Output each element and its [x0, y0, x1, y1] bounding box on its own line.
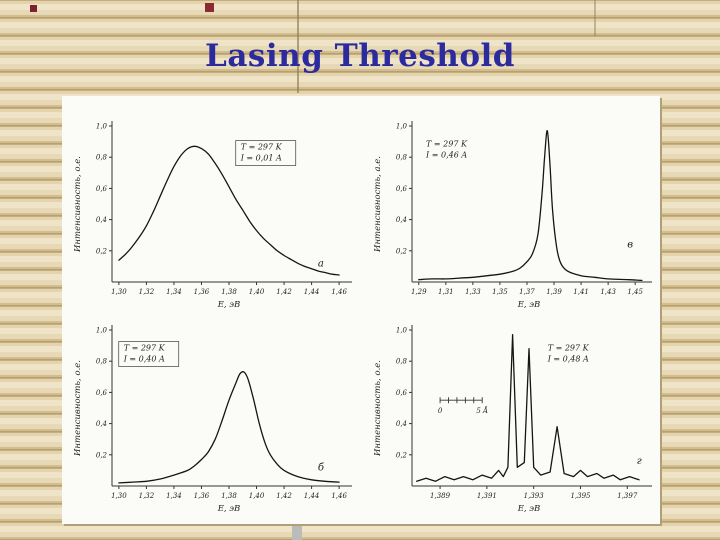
svg-text:0: 0 — [438, 407, 443, 415]
svg-text:1,38: 1,38 — [221, 288, 237, 296]
svg-text:1,43: 1,43 — [600, 288, 616, 296]
svg-text:1,38: 1,38 — [221, 492, 237, 500]
svg-text:1,44: 1,44 — [304, 492, 320, 500]
svg-text:1,32: 1,32 — [139, 492, 155, 500]
svg-text:1,42: 1,42 — [276, 492, 292, 500]
svg-text:1,46: 1,46 — [331, 288, 347, 296]
svg-text:Е, эВ: Е, эВ — [217, 300, 241, 310]
svg-text:0,4: 0,4 — [96, 420, 107, 428]
svg-text:0,6: 0,6 — [396, 389, 408, 397]
svg-text:а: а — [318, 258, 324, 269]
svg-text:Интенсивность, о.е.: Интенсивность, о.е. — [373, 360, 383, 457]
svg-text:1,30: 1,30 — [111, 288, 127, 296]
deco-vertical-line-top — [297, 0, 299, 93]
svg-text:б: б — [318, 462, 325, 473]
svg-text:1,45: 1,45 — [627, 288, 643, 296]
svg-text:1,34: 1,34 — [166, 288, 182, 296]
svg-text:I = 0,01 A: I = 0,01 A — [240, 154, 282, 163]
svg-text:1,44: 1,44 — [304, 288, 320, 296]
slide-content-panel: 1,30 1,32 1,34 1,36 1,38 1,40 1,42 1,44 1,46 0,2 0… — [62, 96, 660, 524]
svg-text:0,8: 0,8 — [96, 154, 108, 162]
svg-text:1,42: 1,42 — [276, 288, 292, 296]
deco-red-square-right — [205, 3, 214, 12]
chart-top-left-spectrum-low-current: 1,30 1,32 1,34 1,36 1,38 1,40 1,42 1,44 1,46 0,2 0… — [70, 114, 356, 320]
svg-text:0,6: 0,6 — [396, 185, 408, 193]
svg-text:T = 297 K: T = 297 K — [124, 343, 166, 352]
svg-text:1,41: 1,41 — [573, 288, 589, 296]
svg-text:I = 0,40 A: I = 0,40 A — [123, 354, 165, 363]
svg-text:I = 0,46 A: I = 0,46 A — [425, 150, 467, 159]
svg-text:1,32: 1,32 — [139, 288, 155, 296]
svg-text:1,393: 1,393 — [524, 492, 545, 500]
svg-text:1,395: 1,395 — [570, 492, 591, 500]
svg-text:1,30: 1,30 — [111, 492, 127, 500]
svg-text:T = 297 K: T = 297 K — [548, 343, 590, 352]
svg-text:Е, эВ: Е, эВ — [217, 504, 241, 514]
svg-text:1,29: 1,29 — [411, 288, 427, 296]
svg-text:0,8: 0,8 — [396, 358, 408, 366]
chart-bottom-left-spectrum-near-threshold: 1,30 1,32 1,34 1,36 1,38 1,40 1,42 1,44 1,46 0,2 0… — [70, 318, 356, 524]
svg-text:0,4: 0,4 — [396, 420, 407, 428]
svg-text:0,4: 0,4 — [96, 216, 107, 224]
svg-text:0,6: 0,6 — [96, 185, 108, 193]
svg-text:1,397: 1,397 — [617, 492, 638, 500]
svg-text:5 Å: 5 Å — [476, 406, 488, 415]
svg-text:1,31: 1,31 — [438, 288, 454, 296]
svg-text:1,46: 1,46 — [331, 492, 347, 500]
svg-text:Интенсивность, о.е.: Интенсивность, о.е. — [73, 156, 83, 253]
svg-text:1,389: 1,389 — [430, 492, 451, 500]
svg-text:1,34: 1,34 — [166, 492, 182, 500]
svg-text:1,0: 1,0 — [396, 327, 408, 335]
svg-text:1,35: 1,35 — [492, 288, 508, 296]
svg-text:г: г — [637, 456, 642, 467]
svg-text:1,37: 1,37 — [519, 288, 535, 296]
svg-text:1,33: 1,33 — [465, 288, 481, 296]
svg-text:1,391: 1,391 — [477, 492, 497, 500]
svg-text:0,2: 0,2 — [396, 451, 408, 459]
svg-text:1,40: 1,40 — [249, 288, 265, 296]
svg-text:в: в — [627, 240, 633, 251]
chart-bottom-right-mode-spectrum: 1,389 1,391 1,393 1,395 1,397 0,2 0,4 0,6 0,8 1,0… — [370, 318, 656, 524]
svg-text:T = 297 K: T = 297 K — [241, 143, 283, 152]
svg-text:0,6: 0,6 — [96, 389, 108, 397]
chart-top-right-spectrum-above-threshold: 1,29 1,31 1,33 1,35 1,37 1,39 1,41 1,43 1,45 0,2 0… — [370, 114, 656, 320]
svg-text:0,8: 0,8 — [396, 154, 408, 162]
deco-red-square-left — [30, 5, 37, 12]
slide-title: Lasing Threshold — [205, 38, 515, 74]
svg-text:0,4: 0,4 — [396, 216, 407, 224]
svg-text:1,39: 1,39 — [546, 288, 562, 296]
svg-text:1,0: 1,0 — [396, 123, 408, 131]
svg-text:Е, эВ: Е, эВ — [517, 504, 541, 514]
svg-text:0,2: 0,2 — [396, 247, 408, 255]
svg-text:I = 0,48 A: I = 0,48 A — [547, 354, 589, 363]
svg-text:0,2: 0,2 — [96, 247, 108, 255]
svg-text:1,0: 1,0 — [96, 327, 108, 335]
svg-text:Е, эВ: Е, эВ — [517, 300, 541, 310]
svg-text:1,36: 1,36 — [194, 492, 210, 500]
deco-vertical-line-right — [594, 0, 596, 36]
svg-text:0,2: 0,2 — [96, 451, 108, 459]
svg-text:0,8: 0,8 — [96, 358, 108, 366]
svg-text:1,36: 1,36 — [194, 288, 210, 296]
svg-text:1,40: 1,40 — [249, 492, 265, 500]
svg-text:1,0: 1,0 — [96, 123, 108, 131]
svg-text:T = 297 K: T = 297 K — [426, 139, 468, 148]
svg-text:Интенсивность, а.е.: Интенсивность, а.е. — [373, 156, 383, 253]
svg-text:Интенсивность, о.е.: Интенсивность, о.е. — [73, 360, 83, 457]
